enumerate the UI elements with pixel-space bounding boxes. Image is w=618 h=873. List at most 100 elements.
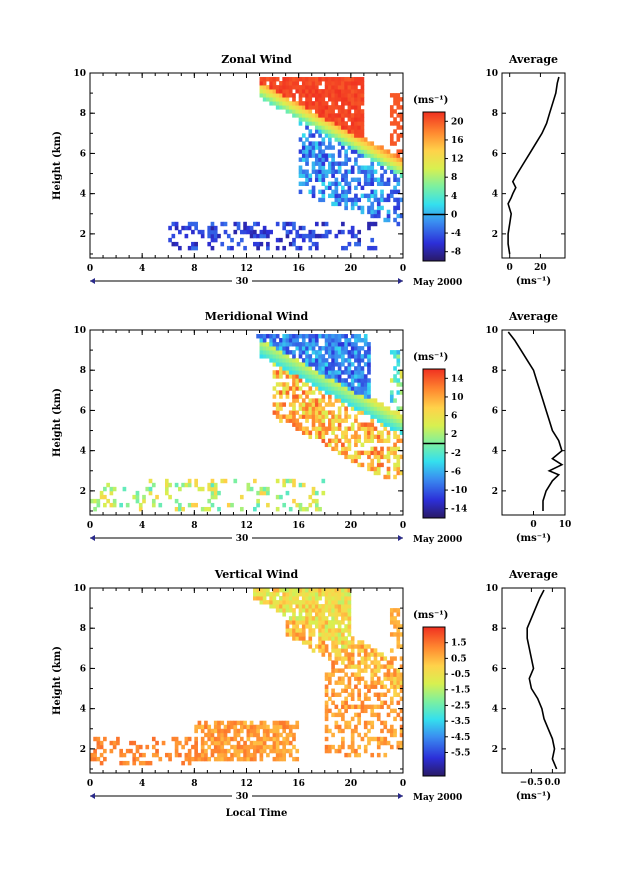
heatmap-cell	[279, 338, 283, 343]
heatmap-cell	[386, 688, 391, 693]
heatmap-cell	[331, 169, 335, 174]
heatmap-cell	[285, 604, 290, 609]
heatmap-cell	[341, 358, 345, 363]
heatmap-cell	[347, 676, 352, 681]
heatmap-cell	[334, 81, 339, 86]
heatmap-cell	[360, 708, 365, 714]
heatmap-cell	[321, 177, 326, 182]
heatmap-cell	[99, 740, 104, 746]
heatmap-cell	[230, 736, 234, 742]
heatmap-cell	[298, 636, 303, 641]
heatmap-cell	[334, 113, 339, 118]
heatmap-cell	[171, 241, 176, 247]
heatmap-cell	[347, 394, 352, 399]
heatmap-cell	[269, 748, 273, 754]
heatmap-cell	[311, 358, 316, 363]
heatmap-cell	[393, 121, 397, 126]
heatmap-cell	[308, 141, 313, 146]
heatmap-cell	[321, 612, 326, 617]
colorbar-unit: (ms⁻¹)	[413, 352, 448, 363]
heatmap-cell	[383, 474, 388, 480]
heatmap-cell	[344, 390, 348, 395]
heatmap-cell	[331, 410, 335, 415]
heatmap-cell	[301, 592, 306, 597]
heatmap-cell	[197, 724, 202, 730]
heatmap-cell	[301, 616, 306, 621]
heatmap-cell	[305, 406, 309, 411]
heatmap-cell	[337, 624, 342, 629]
heatmap-cell	[256, 592, 260, 597]
heatmap-cell	[341, 620, 345, 625]
heatmap-cell	[399, 696, 404, 702]
heatmap-cell	[341, 740, 345, 746]
heatmap-cell	[295, 358, 300, 363]
heatmap-cell	[341, 596, 345, 601]
heatmap-cell	[295, 398, 300, 403]
heatmap-cell	[360, 185, 365, 191]
heatmap-cell	[301, 506, 306, 512]
y-tick-label: 8	[80, 109, 86, 119]
heatmap-cell	[279, 748, 283, 754]
heatmap-cell	[386, 712, 391, 718]
heatmap-cell	[305, 153, 309, 158]
heatmap-cell	[174, 506, 179, 512]
heatmap-cell	[331, 89, 335, 94]
heatmap-cell	[295, 604, 300, 609]
heatmap-cell	[373, 470, 378, 476]
heatmap-cell	[285, 366, 290, 371]
heatmap-cell	[370, 221, 375, 227]
heatmap-cell	[370, 149, 375, 154]
heatmap-cell	[292, 362, 296, 367]
heatmap-cell	[266, 241, 270, 247]
heatmap-cell	[350, 402, 355, 407]
heatmap-cell	[396, 454, 401, 460]
heatmap-cell	[383, 414, 388, 419]
heatmap-cell	[272, 744, 277, 750]
profile-y-tick-label: 8	[492, 366, 498, 376]
heatmap-cell	[298, 620, 303, 625]
heatmap-cell	[295, 628, 300, 633]
heatmap-cell	[373, 680, 378, 685]
heatmap-cell	[350, 716, 355, 722]
heatmap-cell	[334, 680, 339, 685]
heatmap-cell	[396, 426, 401, 431]
heatmap-cell	[399, 374, 404, 379]
heatmap-cell	[239, 494, 244, 500]
heatmap-cell	[311, 592, 316, 597]
heatmap-cell	[337, 97, 342, 102]
heatmap-cell	[328, 708, 332, 714]
heatmap-cell	[151, 498, 156, 504]
heatmap-cell	[321, 378, 326, 383]
heatmap-cell	[200, 229, 205, 235]
heatmap-cell	[253, 728, 257, 734]
heatmap-cell	[357, 141, 362, 146]
heatmap-cell	[344, 414, 348, 419]
x-tick-label: 20	[345, 779, 358, 789]
heatmap-cell	[360, 193, 365, 199]
heatmap-cell	[301, 233, 306, 239]
heatmap-cell	[311, 398, 316, 403]
heatmap-cell	[328, 185, 332, 191]
heatmap-cell	[350, 636, 355, 641]
heatmap-cell	[305, 624, 309, 629]
heatmap-cell	[269, 596, 273, 601]
heatmap-cell	[285, 608, 290, 613]
heatmap-cell	[376, 454, 381, 460]
heatmap-cell	[367, 245, 371, 251]
heatmap-cell	[334, 434, 339, 439]
heatmap-cell	[389, 161, 394, 166]
heatmap-cell	[354, 109, 358, 114]
heatmap-cell	[347, 93, 352, 98]
heatmap-cell	[318, 113, 322, 118]
heatmap-cell	[334, 334, 339, 339]
heatmap-cell	[288, 628, 293, 633]
heatmap-cell	[350, 133, 355, 138]
heatmap-cell	[314, 85, 319, 90]
heatmap-cell	[337, 676, 342, 681]
heatmap-cell	[321, 193, 326, 199]
heatmap-cell	[282, 358, 287, 363]
heatmap-cell	[396, 125, 401, 130]
colorbar-tick-label: -6	[451, 467, 461, 477]
heatmap-cell	[292, 628, 296, 633]
heatmap-cell	[308, 628, 313, 633]
